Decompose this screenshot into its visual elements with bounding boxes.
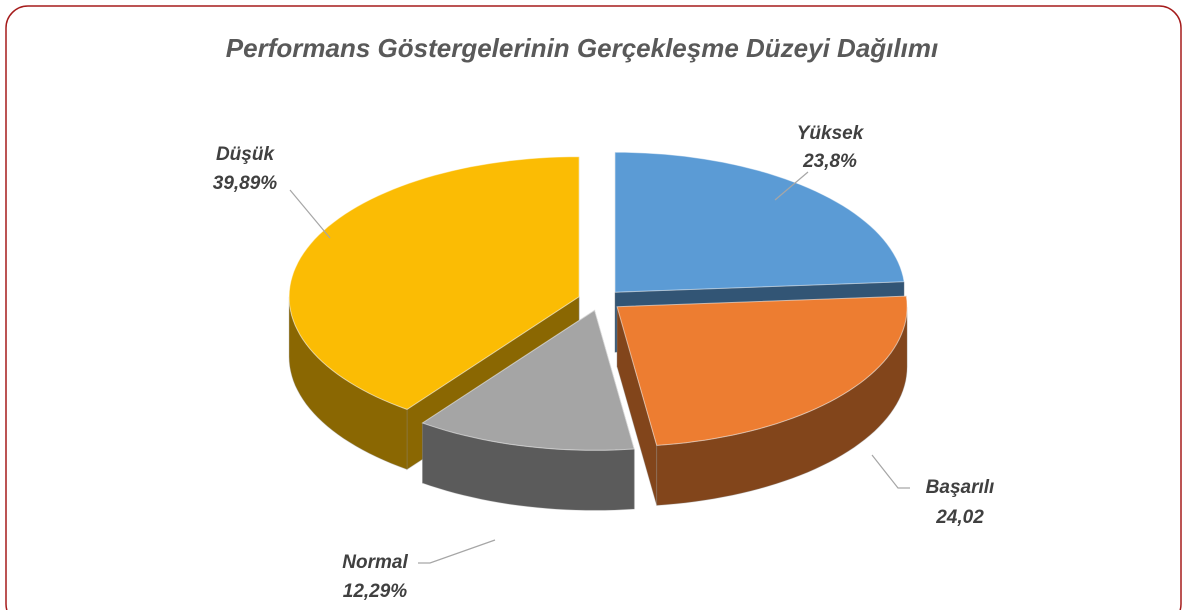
data-label-name: Yüksek bbox=[797, 123, 865, 144]
leader-line bbox=[289, 189, 331, 239]
data-label-name: Düşük bbox=[216, 144, 276, 165]
chart-title: Performans Göstergelerinin Gerçekleşme D… bbox=[226, 33, 938, 63]
data-label-name: Normal bbox=[342, 552, 408, 573]
data-label-value: 12,29% bbox=[343, 581, 408, 602]
pie-slice bbox=[616, 295, 908, 506]
slice-top bbox=[421, 309, 635, 451]
data-label-name: Başarılı bbox=[926, 477, 995, 498]
data-label-value: 23,8% bbox=[802, 151, 857, 172]
data-label-value: 24,02 bbox=[935, 507, 984, 528]
slice-top bbox=[288, 156, 580, 410]
leader-line bbox=[871, 454, 910, 489]
data-label-value: 39,89% bbox=[213, 173, 278, 194]
slice-top bbox=[616, 295, 908, 446]
pie-slice bbox=[421, 309, 635, 511]
leader-line bbox=[774, 171, 809, 201]
slice-top bbox=[614, 151, 905, 293]
leader-line bbox=[418, 539, 496, 564]
chart-border bbox=[5, 5, 1182, 610]
